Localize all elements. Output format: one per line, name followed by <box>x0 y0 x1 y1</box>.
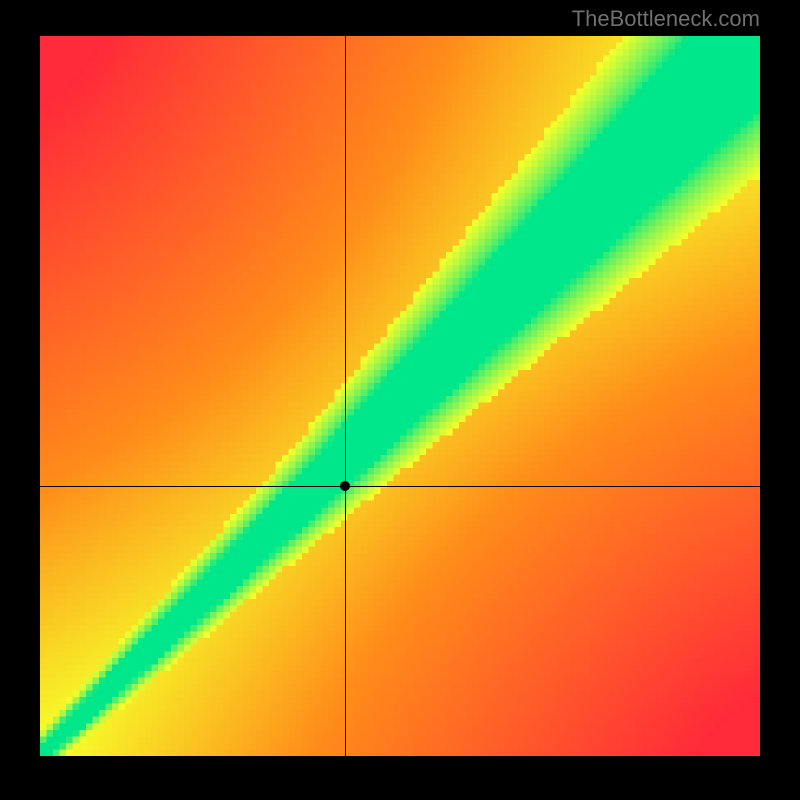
crosshair-marker <box>340 481 350 491</box>
watermark: TheBottleneck.com <box>572 6 760 32</box>
plot-area <box>40 36 760 756</box>
crosshair-horizontal <box>40 486 760 487</box>
heatmap-canvas <box>40 36 760 756</box>
crosshair-vertical <box>345 36 346 756</box>
